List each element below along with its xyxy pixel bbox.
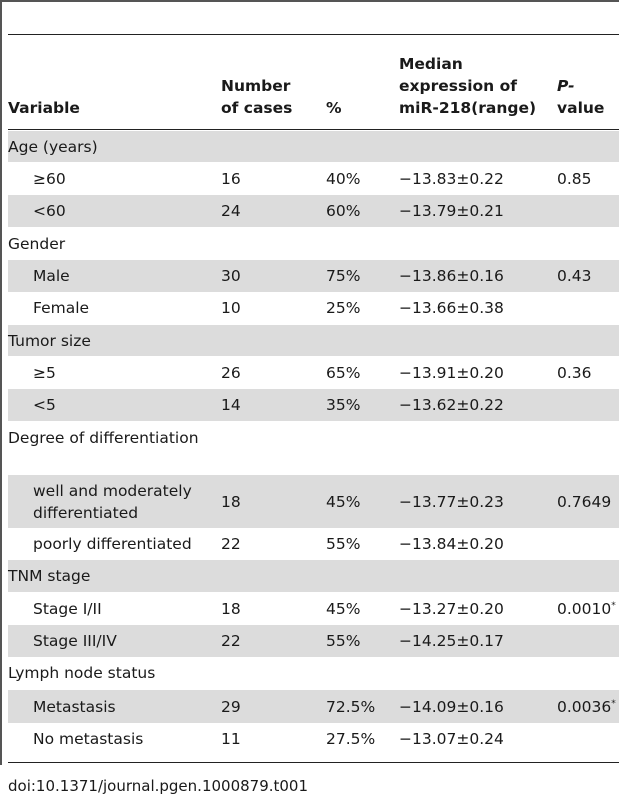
percent-cell: 55%: [326, 535, 361, 553]
table-row: <5 14 35% −13.62±0.22: [8, 389, 619, 421]
median-cell: −14.25±0.17: [399, 632, 504, 650]
percent-cell: 45%: [326, 492, 361, 511]
group-label: Age (years): [8, 137, 98, 156]
frame-top-border: [0, 0, 619, 2]
group-label: Tumor size: [8, 331, 91, 350]
table-row: <60 24 60% −13.79±0.21: [8, 195, 619, 227]
header-percent: %: [326, 99, 342, 117]
group-row: Degree of differentiation: [8, 422, 619, 475]
p-value-cell: 0.7649: [557, 492, 612, 511]
frame-left-border: [0, 0, 2, 765]
cases-cell: 29: [221, 697, 241, 716]
cases-cell: 22: [221, 535, 241, 553]
cases-cell: 22: [221, 632, 241, 650]
median-cell: −13.27±0.20: [399, 599, 504, 618]
table-doi: doi:10.1371/journal.pgen.1000879.t001: [8, 777, 309, 795]
median-cell: −13.62±0.22: [399, 396, 504, 414]
p-value-cell: 0.0010*: [557, 599, 616, 618]
significance-mark: *: [611, 698, 616, 709]
group-row: Age (years): [8, 131, 619, 162]
variable-cell: Stage III/IV: [33, 632, 117, 650]
variable-cell: Male: [33, 267, 70, 285]
percent-cell: 55%: [326, 632, 361, 650]
group-row: Gender: [8, 228, 619, 259]
header-p-value-rest: value: [557, 99, 605, 117]
table-row: Stage III/IV 22 55% −14.25±0.17: [8, 625, 619, 657]
cases-cell: 10: [221, 299, 241, 317]
table-row: Stage I/II 18 45% −13.27±0.20 0.0010*: [8, 592, 619, 625]
table-header-rule: [8, 129, 619, 130]
p-value-cell: 0.43: [557, 267, 592, 285]
p-value-cell: 0.0036*: [557, 697, 616, 716]
variable-cell: ≥60: [33, 170, 66, 188]
percent-cell: 35%: [326, 396, 361, 414]
table-top-rule: [8, 34, 619, 35]
group-row: Lymph node status: [8, 657, 619, 689]
median-cell: −13.83±0.22: [399, 170, 504, 188]
median-cell: −13.79±0.21: [399, 202, 504, 220]
table-row: Metastasis 29 72.5% −14.09±0.16 0.0036*: [8, 690, 619, 723]
header-median-expression: Median expression of miR-218(range): [399, 55, 537, 117]
percent-cell: 40%: [326, 170, 361, 188]
p-value-cell: 0.36: [557, 364, 592, 382]
percent-cell: 25%: [326, 299, 361, 317]
variable-cell: poorly differentiated: [33, 535, 192, 553]
median-cell: −13.07±0.24: [399, 729, 504, 748]
group-label: Degree of differentiation: [8, 428, 199, 447]
median-cell: −13.66±0.38: [399, 299, 504, 317]
cases-cell: 11: [221, 729, 241, 748]
percent-cell: 60%: [326, 202, 361, 220]
cases-cell: 24: [221, 202, 241, 220]
percent-cell: 27.5%: [326, 729, 376, 748]
cases-cell: 18: [221, 599, 241, 618]
header-variable: Variable: [8, 99, 80, 117]
group-row: Tumor size: [8, 325, 619, 356]
header-p-value: P-value: [557, 75, 609, 119]
variable-cell: <60: [33, 202, 66, 220]
group-label: Lymph node status: [8, 664, 156, 682]
median-cell: −13.86±0.16: [399, 267, 504, 285]
variable-cell: No metastasis: [33, 729, 144, 748]
percent-cell: 75%: [326, 267, 361, 285]
median-cell: −13.77±0.23: [399, 492, 504, 511]
cases-cell: 16: [221, 170, 241, 188]
variable-cell: well and moderately differentiated: [33, 481, 192, 522]
table-bottom-rule: [8, 762, 619, 763]
group-label: Gender: [8, 234, 66, 253]
table-row: poorly differentiated 22 55% −13.84±0.20: [8, 528, 619, 560]
percent-cell: 72.5%: [326, 697, 376, 716]
cases-cell: 14: [221, 396, 241, 414]
table-row: ≥60 16 40% −13.83±0.22 0.85: [8, 163, 619, 195]
table-row: well and moderately differentiated 18 45% −…: [8, 475, 619, 528]
cases-cell: 30: [221, 267, 241, 285]
header-p-value-italic: P-: [557, 77, 575, 95]
variable-cell: Female: [33, 299, 90, 317]
header-number-of-cases: Number of cases: [221, 77, 293, 117]
median-cell: −13.91±0.20: [399, 364, 504, 382]
group-row: TNM stage: [8, 560, 619, 592]
cases-cell: 18: [221, 492, 241, 511]
median-cell: −13.84±0.20: [399, 535, 504, 553]
cases-cell: 26: [221, 364, 241, 382]
variable-cell: Metastasis: [33, 697, 116, 716]
variable-cell: Stage I/II: [33, 599, 102, 618]
p-value-cell: 0.85: [557, 170, 592, 188]
table-row: Female 10 25% −13.66±0.38: [8, 292, 619, 324]
table-header: Variable Number of cases % Median expres…: [8, 35, 619, 129]
median-cell: −14.09±0.16: [399, 697, 504, 716]
group-label: TNM stage: [8, 567, 91, 585]
table-row: Male 30 75% −13.86±0.16 0.43: [8, 260, 619, 292]
significance-mark: *: [611, 600, 616, 611]
table-row: ≥5 26 65% −13.91±0.20 0.36: [8, 357, 619, 389]
variable-cell: ≥5: [33, 364, 56, 382]
percent-cell: 65%: [326, 364, 361, 382]
variable-cell: <5: [33, 396, 56, 414]
table-row: No metastasis 11 27.5% −13.07±0.24: [8, 722, 619, 755]
percent-cell: 45%: [326, 599, 361, 618]
